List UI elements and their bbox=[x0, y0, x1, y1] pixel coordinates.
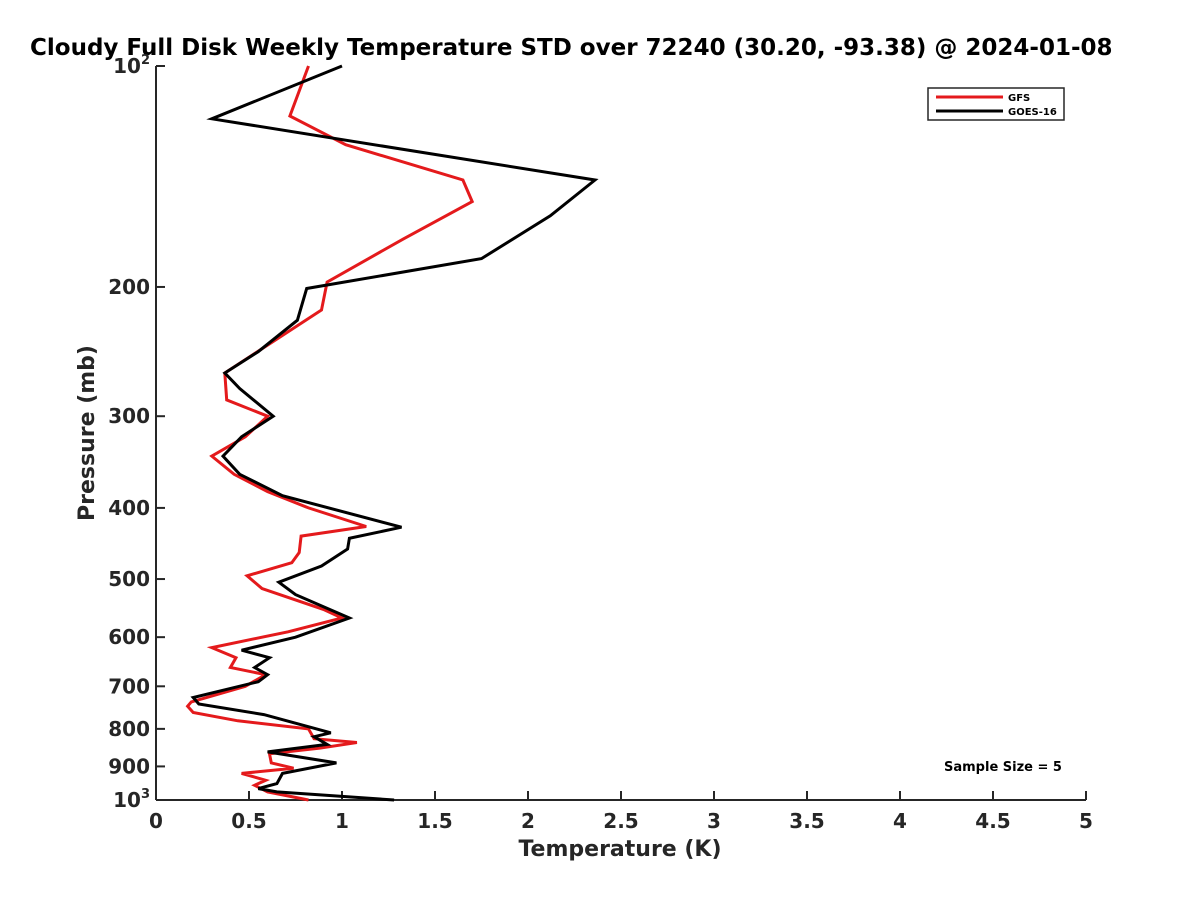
chart-title: Cloudy Full Disk Weekly Temperature STD … bbox=[30, 35, 1113, 61]
sample-size-annotation: Sample Size = 5 bbox=[944, 760, 1062, 775]
x-tick-label: 2 bbox=[521, 809, 535, 833]
x-tick-label: 0.5 bbox=[231, 809, 266, 833]
x-tick-label: 3.5 bbox=[789, 809, 824, 833]
y-tick-label: 500 bbox=[108, 567, 150, 591]
series-line-gfs bbox=[185, 65, 475, 802]
y-axis-label: Pressure (mb) bbox=[75, 345, 100, 521]
plot-series bbox=[185, 64, 599, 802]
x-tick-label: 1.5 bbox=[417, 809, 452, 833]
y-tick-label: 400 bbox=[108, 496, 150, 520]
legend-box bbox=[927, 87, 1065, 121]
x-tick-label: 4 bbox=[893, 809, 907, 833]
y-tick-label: 200 bbox=[108, 275, 150, 299]
y-tick-label: 300 bbox=[108, 404, 150, 428]
legend-label-goes16: GOES-16 bbox=[1008, 107, 1057, 118]
x-axis-label: Temperature (K) bbox=[518, 837, 721, 862]
legend-label-gfs: GFS bbox=[1008, 93, 1030, 104]
x-tick-label: 2.5 bbox=[603, 809, 638, 833]
x-ticks: 0 0.5 1 1.5 2 2.5 3 3.5 4 4.5 5 bbox=[149, 791, 1093, 833]
legend: GFS GOES-16 bbox=[927, 87, 1065, 121]
x-tick-label: 0 bbox=[149, 809, 163, 833]
x-tick-label: 3 bbox=[707, 809, 721, 833]
series-line-goes16 bbox=[190, 64, 599, 802]
y-tick-label: 700 bbox=[108, 674, 150, 698]
x-tick-label: 1 bbox=[335, 809, 349, 833]
x-tick-label: 4.5 bbox=[975, 809, 1010, 833]
y-tick-label: 600 bbox=[108, 625, 150, 649]
y-tick-label: 800 bbox=[108, 717, 150, 741]
x-tick-label: 5 bbox=[1079, 809, 1093, 833]
y-tick-label: 900 bbox=[108, 754, 150, 778]
